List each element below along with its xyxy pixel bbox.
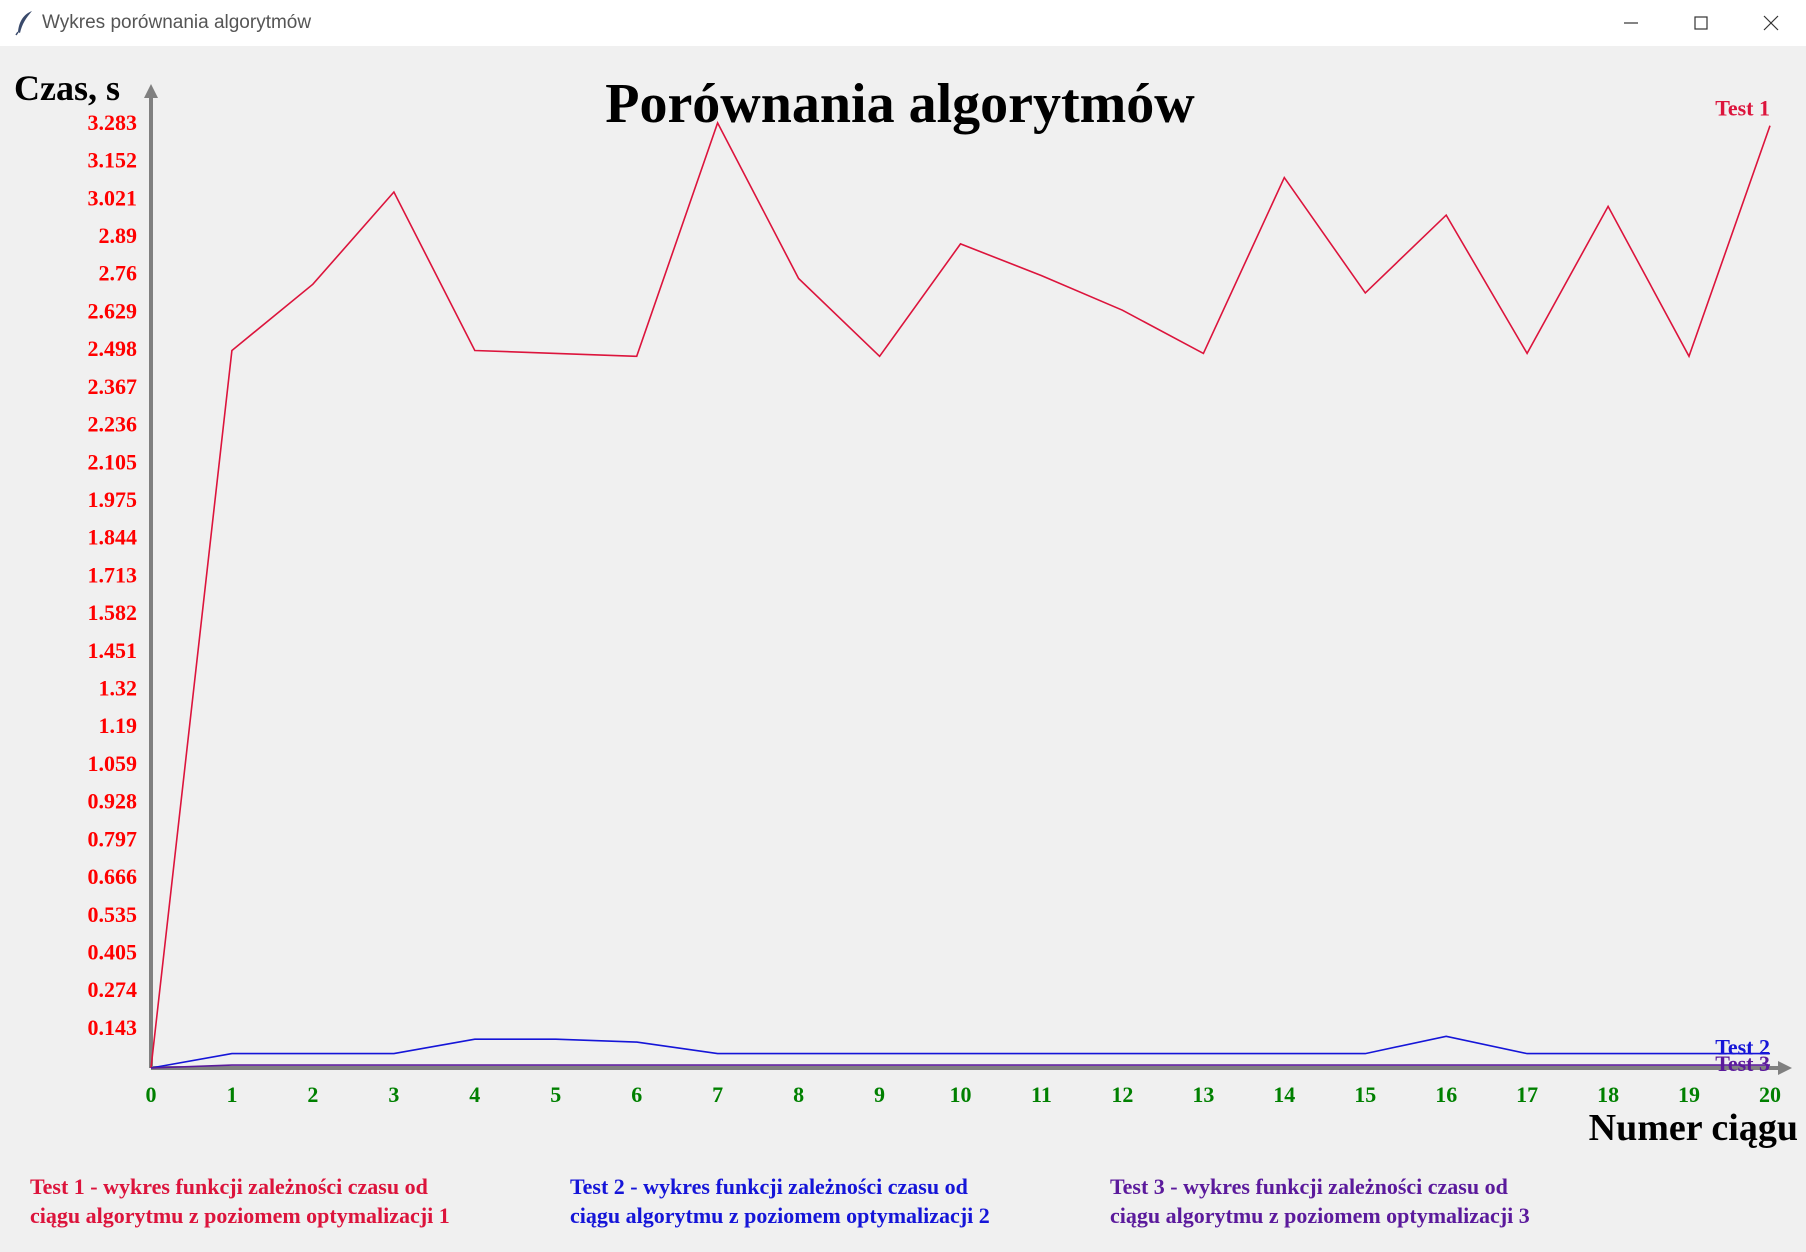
chart-canvas: Porównania algorytmów Czas, s Numer ciągu 0…: [14, 68, 1798, 1149]
y-tick-label: 2.105: [88, 449, 138, 474]
y-tick-label: 0.797: [88, 826, 138, 851]
x-tick-label: 15: [1354, 1082, 1376, 1107]
x-tick-label: 17: [1516, 1082, 1538, 1107]
y-axis-arrow: [144, 84, 158, 98]
x-axis-label: Numer ciągu: [1589, 1107, 1798, 1149]
maximize-button[interactable]: [1666, 0, 1736, 46]
minimize-icon: [1624, 22, 1638, 24]
x-tick-label: 1: [226, 1082, 237, 1107]
x-tick-label: 14: [1273, 1082, 1295, 1107]
maximize-icon: [1694, 16, 1708, 30]
y-tick-label: 2.367: [88, 374, 138, 399]
minimize-button[interactable]: [1596, 0, 1666, 46]
x-tick-label: 6: [631, 1082, 642, 1107]
x-axis-arrow: [1778, 1061, 1792, 1075]
series-line-2: [150, 1035, 1770, 1069]
x-tick-label: 7: [712, 1082, 723, 1107]
close-icon: [1763, 15, 1779, 31]
y-tick-label: 1.451: [88, 638, 138, 663]
chart-title: Porównania algorytmów: [605, 73, 1195, 135]
legend-2-line-2: ciągu algorytmu z poziomem optymalizacji…: [570, 1203, 990, 1228]
x-tick-label: 5: [550, 1082, 561, 1107]
feather-icon: [14, 10, 36, 36]
legend-2-line-1: Test 2 - wykres funkcji zależności czasu…: [570, 1174, 968, 1199]
x-tick-label: 20: [1759, 1082, 1781, 1107]
y-tick-label: 0.928: [88, 789, 138, 814]
x-tick-label: 9: [874, 1082, 885, 1107]
x-tick-label: 0: [146, 1082, 157, 1107]
x-tick-label: 12: [1111, 1082, 1133, 1107]
legend-3-line-1: Test 3 - wykres funkcji zależności czasu…: [1110, 1174, 1508, 1199]
y-tick-label: 2.236: [88, 412, 138, 437]
legend-3-line-2: ciągu algorytmu z poziomem optymalizacji…: [1110, 1203, 1530, 1228]
x-tick-label: 8: [793, 1082, 804, 1107]
legend-test-3: Test 3 - wykres funkcji zależności czasu…: [1110, 1172, 1570, 1230]
y-tick-label: 0.535: [88, 902, 138, 927]
y-tick-label: 2.89: [99, 223, 138, 248]
title-bar: Wykres porównania algorytmów: [0, 0, 1806, 46]
series-label-1: Test 1: [1715, 96, 1770, 121]
y-tick-label: 1.713: [88, 562, 138, 587]
y-tick-label: 1.059: [88, 751, 138, 776]
x-tick-label: 11: [1031, 1082, 1052, 1107]
y-tick-label: 2.498: [88, 336, 138, 361]
x-tick-label: 19: [1678, 1082, 1700, 1107]
y-tick-label: 2.76: [99, 261, 138, 286]
y-tick-label: 0.143: [88, 1015, 138, 1040]
x-tick-label: 18: [1597, 1082, 1619, 1107]
y-tick-label: 0.666: [88, 864, 138, 889]
x-tick-label: 16: [1435, 1082, 1457, 1107]
y-tick-label: 3.283: [88, 110, 138, 135]
y-tick-label: 3.021: [88, 185, 138, 210]
legend-1-line-1: Test 1 - wykres funkcji zależności czasu…: [30, 1174, 428, 1199]
y-axis-label: Czas, s: [14, 68, 120, 108]
y-tick-label: 1.582: [88, 600, 138, 625]
y-tick-label: 1.844: [88, 525, 138, 550]
series-line-1: [150, 120, 1771, 1069]
y-tick-label: 1.19: [99, 713, 138, 738]
legend-1-line-2: ciągu algorytmu z poziomem optymalizacji…: [30, 1203, 450, 1228]
legend-test-1: Test 1 - wykres funkcji zależności czasu…: [30, 1172, 490, 1230]
y-tick-label: 2.629: [88, 298, 138, 323]
x-tick-label: 3: [388, 1082, 399, 1107]
series-label-3: Test 3: [1715, 1051, 1770, 1076]
legend-test-2: Test 2 - wykres funkcji zależności czasu…: [570, 1172, 1030, 1230]
y-tick-label: 3.152: [88, 148, 138, 173]
y-tick-label: 1.975: [88, 487, 138, 512]
x-tick-label: 2: [307, 1082, 318, 1107]
y-tick-label: 0.274: [88, 977, 138, 1002]
window-title: Wykres porównania algorytmów: [42, 12, 312, 33]
x-tick-label: 4: [469, 1082, 480, 1107]
close-button[interactable]: [1736, 0, 1806, 46]
y-tick-label: 1.32: [99, 676, 138, 701]
x-tick-label: 13: [1192, 1082, 1214, 1107]
y-tick-label: 0.405: [88, 939, 138, 964]
series-label-2: Test 2: [1715, 1035, 1770, 1060]
x-tick-label: 10: [950, 1082, 972, 1107]
